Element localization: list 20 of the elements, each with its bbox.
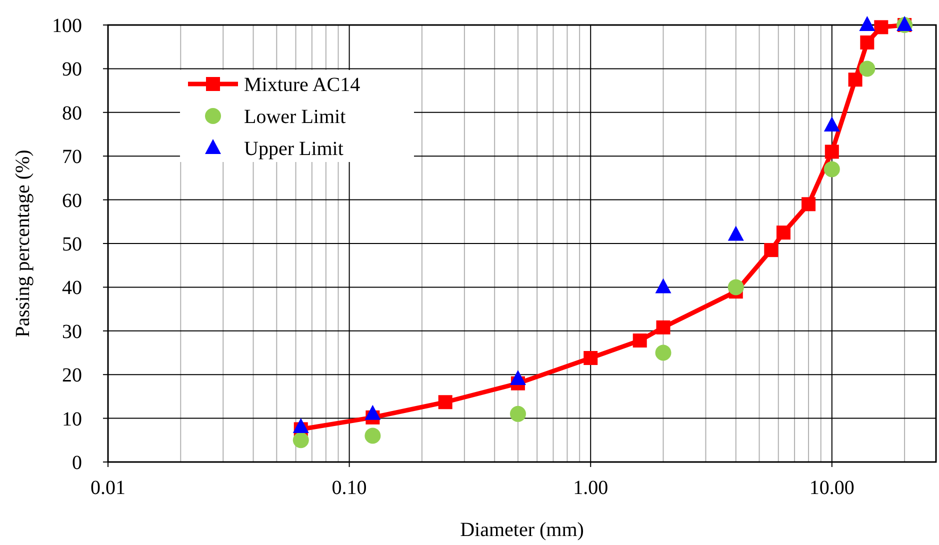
y-tick-label: 50 (62, 234, 82, 256)
y-tick-label: 60 (62, 190, 82, 212)
x-tick-label: 0.10 (332, 477, 367, 499)
legend-label: Mixture AC14 (244, 74, 360, 96)
y-tick-label: 10 (62, 408, 82, 430)
y-axis-title: Passing percentage (%) (12, 150, 34, 338)
y-tick-label: 20 (62, 364, 82, 387)
x-tick-label: 10.00 (809, 477, 854, 499)
legend-label: Upper Limit (244, 138, 344, 160)
x-axis-title: Diameter (mm) (460, 519, 584, 541)
legend-label: Lower Limit (244, 106, 346, 128)
y-tick-label: 30 (62, 320, 82, 343)
y-tick-label: 80 (62, 102, 82, 124)
y-tick-label: 70 (62, 146, 82, 168)
y-tick-label: 0 (72, 452, 82, 474)
y-tick-label: 100 (52, 15, 82, 37)
x-tick-label: 0.01 (90, 477, 126, 499)
y-tick-label: 40 (62, 277, 82, 300)
y-tick-label: 90 (62, 58, 82, 81)
x-tick-label: 1.00 (573, 477, 608, 499)
